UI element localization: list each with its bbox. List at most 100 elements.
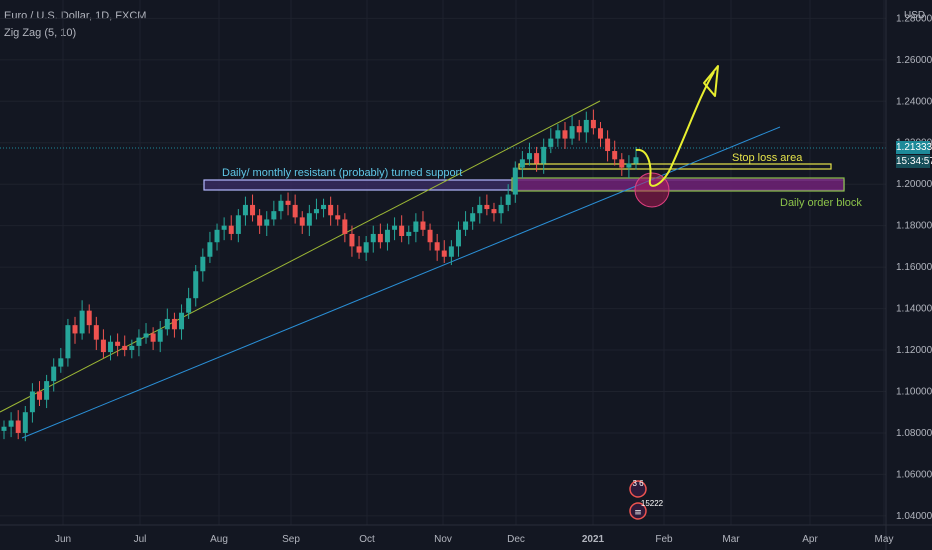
candle-body[interactable]	[72, 325, 78, 334]
candle-body[interactable]	[235, 215, 241, 234]
candle-body[interactable]	[505, 194, 511, 205]
candle-body[interactable]	[15, 420, 21, 433]
candle-body[interactable]	[93, 325, 99, 340]
candle-body[interactable]	[51, 366, 57, 382]
candle-body[interactable]	[569, 126, 575, 139]
candle-body[interactable]	[534, 153, 540, 164]
candle-body[interactable]	[250, 204, 256, 216]
candle-body[interactable]	[186, 298, 192, 313]
order-block-zone[interactable]	[511, 177, 845, 192]
candle-body[interactable]	[200, 256, 206, 272]
candle-body[interactable]	[441, 250, 447, 257]
candle-body[interactable]	[619, 159, 625, 168]
candle-body[interactable]	[242, 204, 248, 216]
candle-body[interactable]	[406, 231, 412, 237]
candle-body[interactable]	[257, 215, 263, 226]
candle-body[interactable]	[363, 242, 369, 253]
candle-body[interactable]	[65, 325, 71, 359]
indicator-title[interactable]: Zig Zag (5, 10)	[4, 27, 77, 39]
candle-body[interactable]	[264, 219, 270, 226]
candle-body[interactable]	[612, 151, 618, 160]
candle-body[interactable]	[512, 167, 518, 195]
candle-body[interactable]	[356, 246, 362, 253]
candle-body[interactable]	[455, 229, 461, 247]
candle-body[interactable]	[370, 233, 376, 243]
candle-body[interactable]	[463, 221, 469, 230]
candle-body[interactable]	[590, 119, 596, 129]
candle-body[interactable]	[207, 242, 213, 257]
candle-body[interactable]	[79, 310, 85, 334]
candle-body[interactable]	[150, 333, 156, 342]
candle-body[interactable]	[548, 138, 554, 147]
candle-body[interactable]	[136, 337, 142, 346]
candle-body[interactable]	[8, 420, 14, 427]
candle-body[interactable]	[100, 339, 106, 353]
candle-body[interactable]	[384, 229, 390, 243]
candle-body[interactable]	[214, 229, 220, 243]
support-zone-label[interactable]: Daily/ monthly resistant (probably) turn…	[222, 167, 462, 179]
candle-body[interactable]	[526, 153, 532, 160]
candle-body[interactable]	[292, 204, 298, 218]
candle-body[interactable]	[605, 138, 611, 152]
projection-arrow[interactable]	[635, 71, 715, 187]
candle-body[interactable]	[427, 229, 433, 243]
candle-body[interactable]	[349, 233, 355, 247]
event-badge-bottom[interactable]	[629, 502, 647, 520]
candle-body[interactable]	[228, 225, 234, 234]
symbol-title[interactable]: Euro / U.S. Dollar, 1D, FXCM	[4, 10, 147, 22]
lower-trendline[interactable]	[21, 126, 781, 439]
candle-body[interactable]	[491, 209, 497, 214]
candle-body[interactable]	[157, 329, 163, 342]
candle-body[interactable]	[519, 159, 525, 168]
candle-body[interactable]	[44, 381, 50, 400]
candle-body[interactable]	[342, 219, 348, 234]
candle-body[interactable]	[399, 225, 405, 237]
candle-body[interactable]	[477, 204, 483, 214]
last-price-tag[interactable]: 1.21333	[896, 141, 932, 154]
candle-body[interactable]	[434, 242, 440, 251]
candle-body[interactable]	[583, 119, 589, 133]
candle-body[interactable]	[626, 163, 632, 168]
candle-body[interactable]	[179, 312, 185, 330]
candle-body[interactable]	[633, 157, 639, 164]
candle-body[interactable]	[576, 126, 582, 133]
candle-body[interactable]	[193, 271, 199, 299]
candle-body[interactable]	[37, 391, 43, 400]
candle-body[interactable]	[285, 200, 291, 205]
candle-body[interactable]	[1, 426, 7, 431]
candle-body[interactable]	[86, 310, 92, 326]
upper-trendline[interactable]	[0, 100, 601, 413]
candle-body[interactable]	[306, 213, 312, 226]
candle-body[interactable]	[321, 204, 327, 210]
candle-body[interactable]	[143, 333, 149, 338]
candle-body[interactable]	[448, 246, 454, 257]
candle-body[interactable]	[221, 225, 227, 230]
candle-body[interactable]	[392, 225, 398, 230]
candle-body[interactable]	[484, 204, 490, 210]
candle-body[interactable]	[413, 221, 419, 232]
event-badge-top[interactable]	[629, 480, 647, 498]
candle-body[interactable]	[335, 215, 341, 220]
stop-loss-label[interactable]: Stop loss area	[732, 152, 803, 164]
candle-body[interactable]	[22, 412, 28, 433]
candle-body[interactable]	[541, 146, 547, 164]
stop-loss-zone[interactable]	[518, 163, 832, 170]
candle-body[interactable]	[313, 209, 319, 214]
candle-body[interactable]	[420, 221, 426, 230]
candle-body[interactable]	[562, 130, 568, 139]
candle-body[interactable]	[470, 213, 476, 222]
candle-body[interactable]	[115, 341, 121, 346]
candle-body[interactable]	[328, 204, 334, 216]
candle-body[interactable]	[555, 130, 561, 139]
candle-body[interactable]	[299, 217, 305, 226]
candle-body[interactable]	[498, 204, 504, 214]
candle-body[interactable]	[122, 345, 128, 351]
candle-body[interactable]	[271, 211, 277, 220]
candle-body[interactable]	[29, 391, 35, 413]
candle-body[interactable]	[129, 345, 135, 351]
candle-body[interactable]	[278, 200, 284, 212]
candle-body[interactable]	[377, 233, 383, 243]
candle-body[interactable]	[108, 341, 114, 353]
candle-body[interactable]	[171, 318, 177, 330]
